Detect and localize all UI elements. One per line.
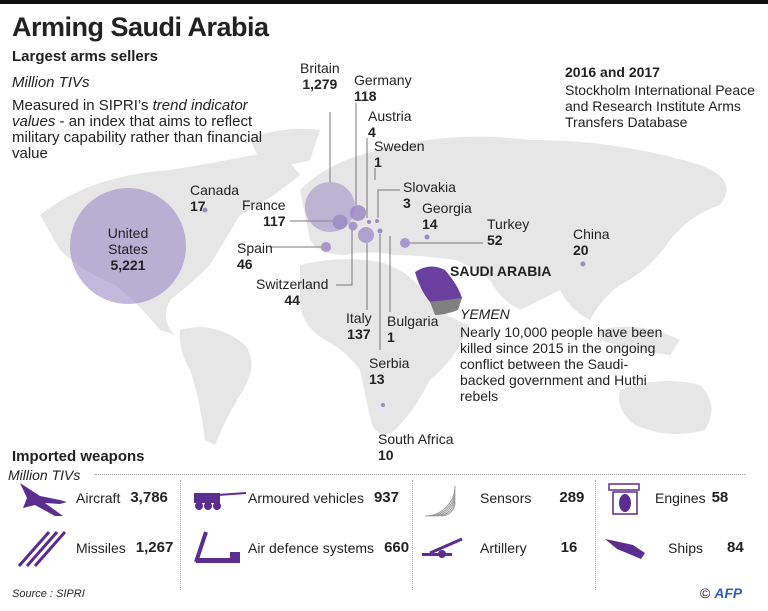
weapon-sensors: Sensors 289 xyxy=(480,489,585,506)
bubble-georgia xyxy=(424,234,430,240)
yemen-note: Nearly 10,000 people have been killed si… xyxy=(460,324,663,404)
sensor-icon xyxy=(424,485,456,517)
bubble-britain xyxy=(305,182,355,232)
afp-logo: © AFP xyxy=(700,585,743,601)
artillery-icon xyxy=(422,537,463,558)
bubble-slovakia xyxy=(375,219,379,223)
label-china: China 20 xyxy=(573,226,610,258)
label-britain: Britain 1,279 xyxy=(300,60,340,92)
leader-lines xyxy=(270,103,483,350)
bubble-serbia xyxy=(377,228,383,234)
bubble-turkey xyxy=(400,238,410,248)
label-georgia: Georgia 14 xyxy=(422,200,472,232)
missile-icon xyxy=(17,531,67,567)
weapon-missiles: Missiles 1,267 xyxy=(76,539,174,556)
label-germany: Germany 118 xyxy=(354,72,412,104)
bubble-germany xyxy=(350,205,366,221)
label-france: France 117 xyxy=(242,197,286,229)
column-divider xyxy=(180,480,181,590)
bubbles xyxy=(70,182,586,407)
bubble-italy xyxy=(358,227,374,243)
label-bulgaria: Bulgaria 1 xyxy=(387,313,439,345)
africa xyxy=(300,259,470,434)
bubble-austria xyxy=(367,220,371,224)
description: Measured in SIPRI’s trend indicator valu… xyxy=(12,98,282,162)
weapon-ships: Ships 84 xyxy=(668,539,744,556)
armoured-vehicle-icon xyxy=(194,492,247,510)
page-title: Arming Saudi Arabia xyxy=(12,12,269,42)
europe-asia xyxy=(300,136,727,320)
unit-label: Million TIVs xyxy=(12,74,90,91)
bubble-china xyxy=(580,261,586,267)
label-serbia: Serbia 13 xyxy=(369,355,410,387)
label-italy: Italy 137 xyxy=(346,310,372,342)
label-switzerland: Switzerland 44 xyxy=(256,276,329,308)
australia xyxy=(619,381,712,434)
yemen-shape xyxy=(430,298,462,315)
column-divider xyxy=(595,480,596,590)
weapon-armoured-vehicles: Armoured vehicles 937 xyxy=(248,489,399,506)
weapon-air-defence-systems: Air defence systems 660 xyxy=(248,539,410,556)
bubble-canada xyxy=(202,207,208,213)
label-sweden: Sweden 1 xyxy=(374,138,425,170)
divider xyxy=(95,474,745,475)
source-note: Source : SIPRI xyxy=(12,588,85,600)
label-turkey: Turkey 52 xyxy=(487,216,530,248)
description-italic: trend indicator values xyxy=(12,97,248,130)
description-text: Measured in SIPRI’s xyxy=(12,97,153,114)
southeast-asia xyxy=(600,326,680,355)
label-united-states: United States 5,221 xyxy=(107,225,149,273)
yemen-label: YEMEN xyxy=(460,306,510,322)
label-canada: Canada 17 xyxy=(190,182,240,214)
description-text-end: - an index that aims to reflect military… xyxy=(12,113,263,162)
greenland xyxy=(250,128,320,165)
weapons-unit: Million TIVs xyxy=(8,467,81,483)
weapons-title: Imported weapons xyxy=(12,448,145,465)
label-spain: Spain 46 xyxy=(237,240,273,272)
bubble-spain xyxy=(321,242,331,252)
bubble-united-states xyxy=(70,188,186,304)
label-south-africa: South Africa 10 xyxy=(378,431,454,463)
top-bar xyxy=(0,0,768,4)
weapon-engines: Engines 58 xyxy=(655,489,729,506)
bubble-france xyxy=(332,214,348,230)
saudi-arabia-label: SAUDI ARABIA xyxy=(450,263,552,279)
period: 2016 and 2017 xyxy=(565,64,660,80)
saudi-arabia-shape xyxy=(415,266,462,303)
bubble-south-africa xyxy=(381,403,385,407)
subtitle: Largest arms sellers xyxy=(12,48,158,65)
bubble-switzerland xyxy=(348,221,358,231)
engine-icon xyxy=(608,483,640,515)
label-austria: Austria 4 xyxy=(368,108,412,140)
ship-icon xyxy=(605,539,645,559)
data-source: Stockholm International Peace and Resear… xyxy=(565,82,755,130)
south-america xyxy=(179,327,252,445)
column-divider xyxy=(412,480,413,590)
weapon-aircraft: Aircraft 3,786 xyxy=(76,489,168,506)
weapon-artillery: Artillery 16 xyxy=(480,539,578,556)
air-defence-icon xyxy=(194,531,240,563)
aircraft-icon xyxy=(20,483,67,516)
label-slovakia: Slovakia 3 xyxy=(403,179,456,211)
